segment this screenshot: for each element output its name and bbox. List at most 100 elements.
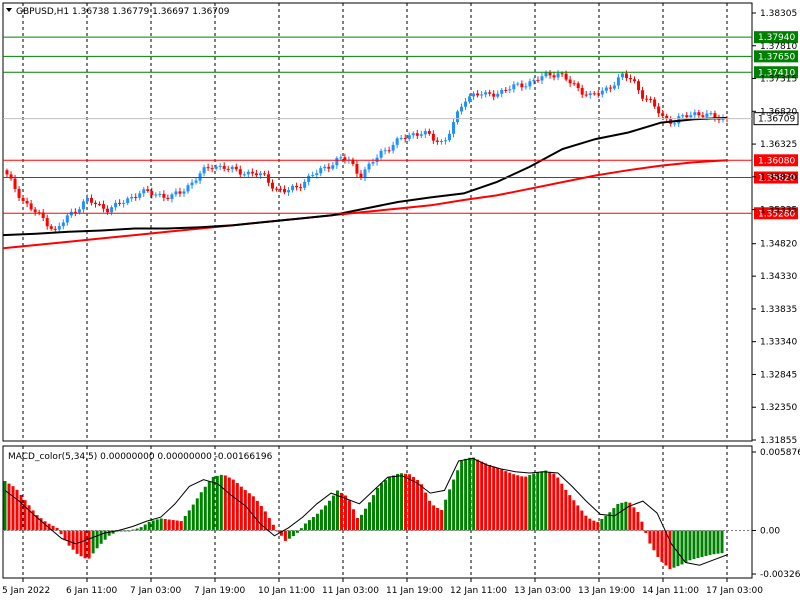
candle-body — [266, 174, 270, 183]
candle-body — [262, 173, 266, 175]
macd-y-tick-label: 0.0058761 — [760, 448, 800, 458]
macd-bar — [636, 511, 640, 531]
candle-body — [705, 113, 709, 117]
level-label: 1.36080 — [758, 156, 795, 166]
candle-body — [57, 226, 61, 230]
macd-bar — [556, 477, 560, 531]
candle-body — [319, 168, 323, 174]
candle-body — [250, 171, 254, 174]
candle-body — [387, 150, 391, 152]
macd-bar — [688, 530, 692, 561]
macd-bar — [440, 509, 444, 531]
macd-bar — [143, 524, 147, 531]
candle-body — [709, 113, 713, 115]
macd-bar — [664, 530, 668, 566]
macd-bar — [355, 518, 359, 531]
candle-body — [584, 94, 588, 96]
macd-bar — [303, 523, 307, 531]
level-label: 1.37650 — [758, 52, 795, 62]
macd-bar — [660, 530, 664, 562]
macd-bar — [159, 518, 163, 531]
y-tick-label: 1.34820 — [760, 240, 797, 250]
x-tick-label: 11 Jan 19:00 — [386, 586, 443, 596]
x-tick-label: 13 Jan 19:00 — [578, 586, 635, 596]
y-tick-label: 1.35335 — [760, 206, 797, 216]
candle-body — [456, 111, 460, 123]
macd-histogram — [3, 457, 752, 570]
macd-bar — [576, 505, 580, 531]
y-tick-label: 1.32350 — [760, 403, 797, 413]
chart-frames — [2, 2, 753, 579]
x-tick-label: 13 Jan 03:00 — [514, 586, 571, 596]
macd-bar — [183, 516, 187, 531]
macd-bar — [255, 500, 259, 531]
macd-bar — [520, 476, 524, 531]
level-label-box — [754, 66, 798, 79]
candle-body — [258, 173, 262, 176]
candle-body — [468, 96, 472, 102]
macd-bar — [323, 505, 327, 531]
macd-bar — [247, 493, 251, 531]
candle-body — [604, 87, 608, 91]
candle-body — [552, 75, 556, 78]
macd-bar — [11, 486, 15, 531]
macd-bar — [259, 506, 263, 531]
macd-bar — [588, 518, 592, 531]
x-tick-label: 7 Jan 19:00 — [194, 586, 246, 596]
candle-body — [620, 73, 624, 78]
macd-bar — [468, 457, 472, 531]
chevron-down-icon[interactable] — [6, 8, 12, 12]
candle-body — [9, 174, 13, 179]
candle-body — [106, 208, 110, 213]
candle-body — [279, 188, 283, 190]
candle-body — [480, 94, 484, 96]
macd-bar — [368, 502, 372, 531]
candle-body — [170, 194, 174, 199]
macd-bar — [584, 515, 588, 531]
macd-bar — [267, 518, 271, 531]
y-tick-label: 1.36820 — [760, 107, 797, 117]
candle-body — [560, 73, 564, 75]
level-label-box — [754, 50, 798, 63]
candle-body — [142, 189, 146, 194]
macd-bar — [436, 507, 440, 531]
candle-body — [295, 185, 299, 188]
candle-body — [608, 87, 612, 89]
macd-bar — [572, 500, 576, 531]
candle-body — [186, 185, 190, 192]
candle-body — [443, 140, 447, 142]
moving-averages — [2, 116, 728, 250]
candle-body — [307, 175, 311, 182]
macd-bar — [55, 527, 59, 531]
ma-red-line — [2, 159, 728, 250]
candle-body — [49, 226, 53, 229]
current-price-label: 1.36709 — [758, 115, 795, 125]
y-tick-label: 1.34330 — [760, 272, 797, 282]
macd-bar — [692, 530, 696, 560]
macd-bar — [716, 530, 720, 554]
macd-bar — [544, 470, 548, 531]
macd-bar — [79, 530, 83, 557]
candle-body — [37, 212, 41, 214]
candle-body — [114, 202, 118, 208]
macd-bar — [684, 530, 688, 563]
price-axis: 1.38305 1.37810 1.37315 1.36820 1.36325 1.358… — [752, 9, 800, 580]
macd-bar — [347, 500, 351, 531]
candle-body — [504, 89, 508, 91]
main-chart-title: GBPUSD,H1 1.36738 1.36779 1.36697 1.3670… — [16, 7, 230, 17]
candle-body — [202, 167, 206, 174]
macd-bar — [652, 530, 656, 551]
candle-body — [190, 182, 194, 186]
macd-bar — [456, 470, 460, 531]
macd-y-tick-label: -0.003262 — [760, 570, 800, 580]
macd-bar — [83, 530, 87, 559]
macd-bar — [408, 474, 412, 531]
candle-body — [134, 196, 138, 198]
ma-black-line — [2, 116, 728, 237]
candle-body — [210, 168, 214, 170]
macd-bar — [147, 521, 151, 531]
candle-body — [17, 188, 21, 198]
candle-body — [447, 133, 451, 141]
macd-bar — [500, 469, 504, 531]
